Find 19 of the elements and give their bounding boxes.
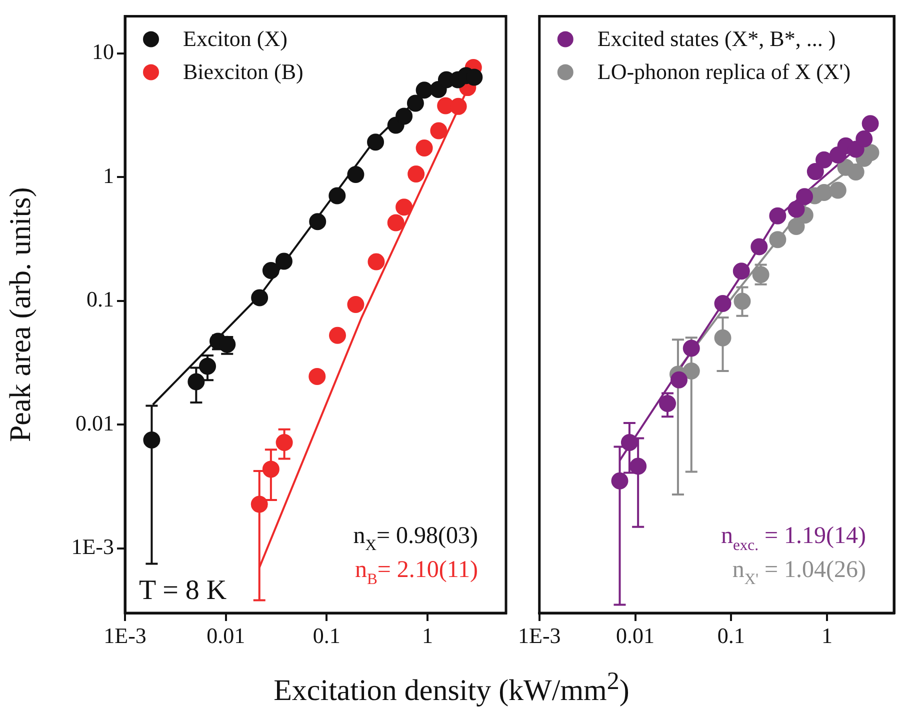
x-tick-label: 0.1	[717, 622, 745, 648]
x-tick-label: 0.01	[616, 622, 654, 648]
x-tick-label: 0.1	[312, 622, 340, 648]
x-tick-label: 1	[821, 622, 832, 648]
y-tick-label: 1E-3	[71, 534, 114, 560]
x-axis-title: Excitation density (kW/mm$^{2}$)	[272, 668, 630, 708]
y-axis-title: Peak area (arb. units)	[4, 187, 37, 442]
x-tick-label: 1	[422, 622, 434, 648]
y-tick-label: 0.01	[76, 410, 114, 436]
x-tick-label: 1E-3	[518, 622, 561, 648]
legend-label: Exciton (X)	[183, 26, 288, 52]
legend-label: Biexciton (B)	[183, 59, 304, 84]
y-tick-label: 10	[92, 39, 114, 64]
x-tick-label: 0.01	[206, 622, 246, 648]
legend-label: LO-phonon replica of X (X')	[597, 59, 851, 84]
y-tick-label: 0.1	[86, 286, 114, 312]
annotation: T = 8 K	[139, 575, 227, 606]
y-tick-label: 1	[103, 162, 114, 188]
legend-label: Excited states (X*, B*, ... )	[597, 26, 836, 52]
